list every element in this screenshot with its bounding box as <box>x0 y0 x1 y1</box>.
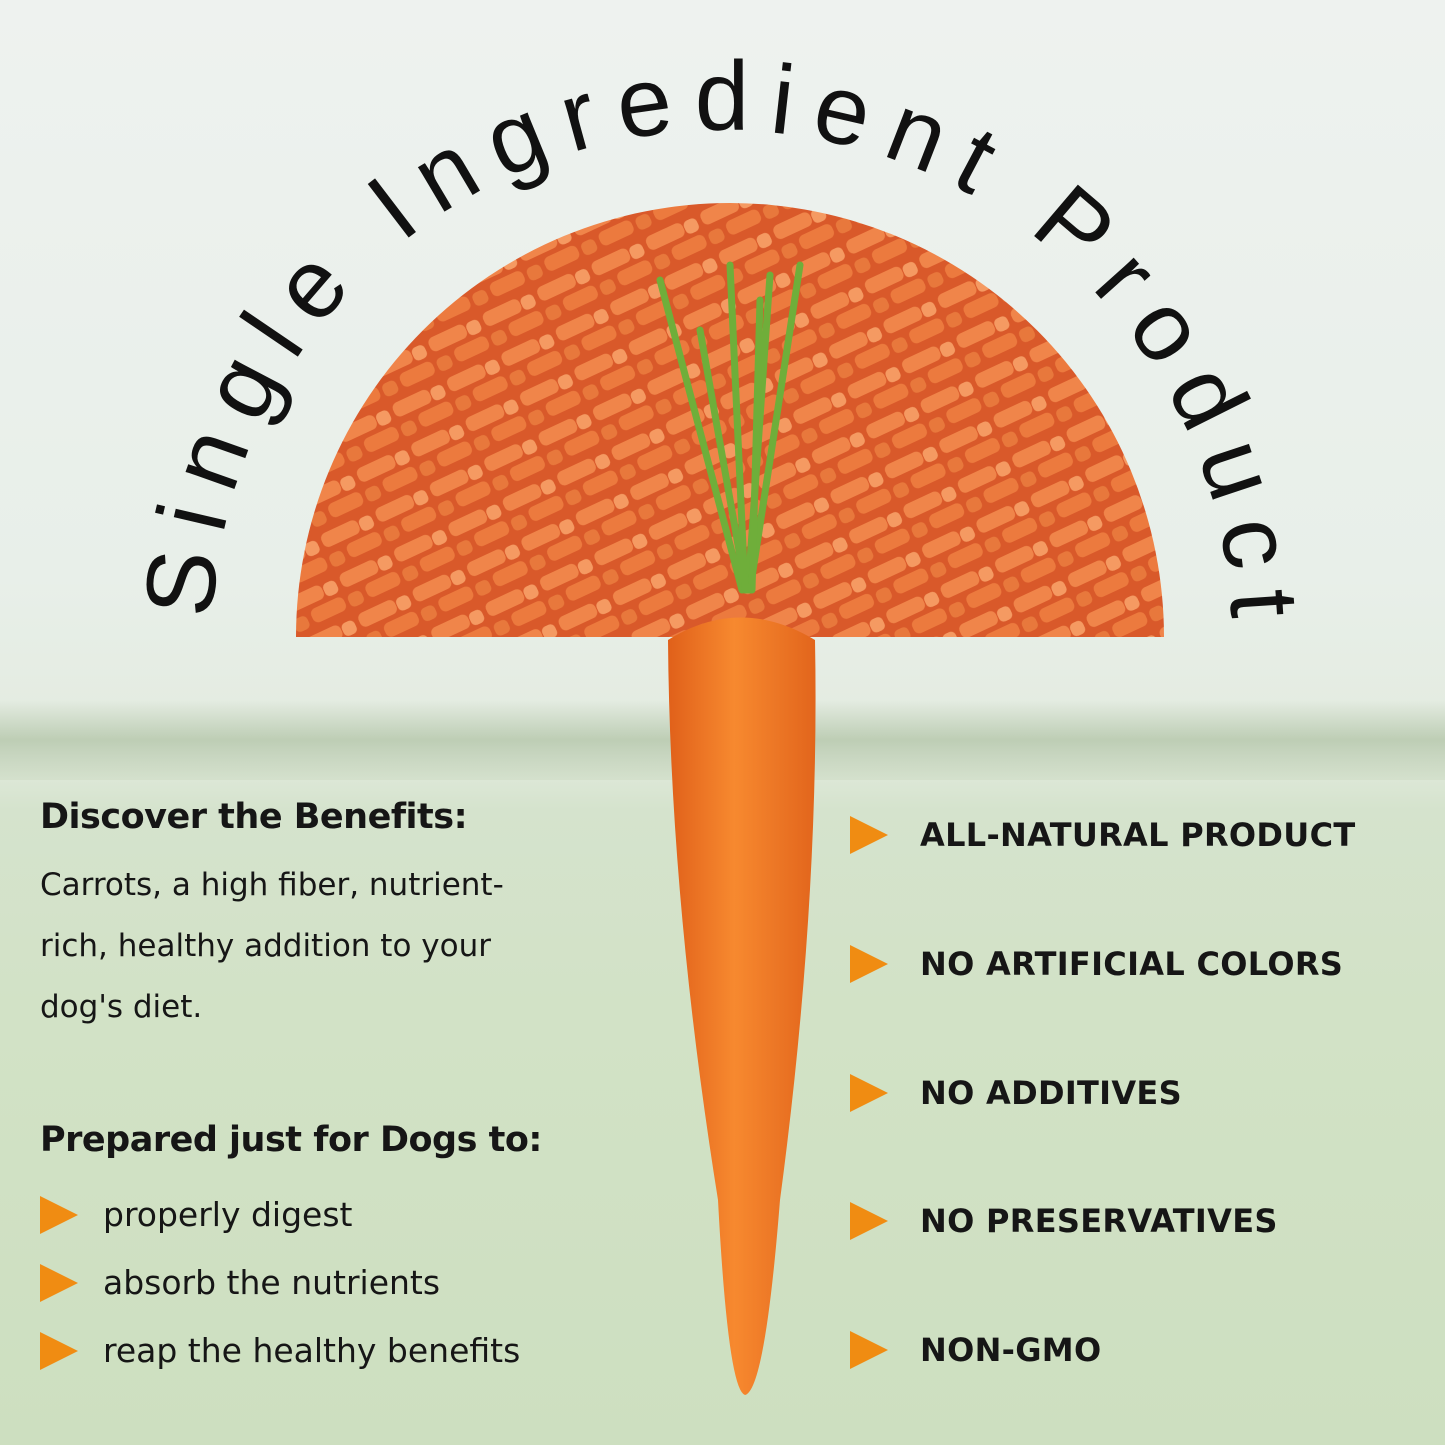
feature-label: NO ADDITIVES <box>920 1074 1182 1112</box>
orange-arrow-icon <box>40 1263 78 1302</box>
carrot <box>668 617 816 1395</box>
prepared-item-label: reap the healthy benefits <box>103 1331 521 1370</box>
orange-arrow-icon <box>850 1202 888 1240</box>
prepared-heading: Prepared just for Dogs to: <box>40 1120 542 1160</box>
prepared-item: reap the healthy benefits <box>40 1331 520 1370</box>
feature-item: ALL-NATURAL PRODUCT <box>850 816 1356 854</box>
benefits-heading: Discover the Benefits: <box>40 797 468 837</box>
benefits-text: Carrots, a high fiber, nutrient- rich, h… <box>40 855 660 1038</box>
orange-arrow-icon <box>850 1331 888 1369</box>
prepared-item: absorb the nutrients <box>40 1263 440 1302</box>
benefits-line: Carrots, a high fiber, nutrient- <box>40 867 504 903</box>
feature-label: NO PRESERVATIVES <box>920 1202 1278 1240</box>
feature-item: NO ADDITIVES <box>850 1074 1182 1112</box>
orange-arrow-icon <box>40 1195 78 1234</box>
feature-item: NON-GMO <box>850 1331 1101 1369</box>
prepared-item-label: properly digest <box>103 1195 353 1234</box>
prepared-item-label: absorb the nutrients <box>103 1263 441 1302</box>
orange-arrow-icon <box>40 1331 78 1370</box>
prepared-item: properly digest <box>40 1195 352 1234</box>
feature-label: NO ARTIFICIAL COLORS <box>920 945 1344 983</box>
orange-arrow-icon <box>850 1074 888 1112</box>
feature-item: NO ARTIFICIAL COLORS <box>850 945 1343 983</box>
pellets-half-disc <box>296 203 1164 637</box>
carrot-greens <box>656 261 804 594</box>
orange-arrow-icon <box>850 816 888 854</box>
orange-arrow-icon <box>850 945 888 983</box>
benefits-line: dog's diet. <box>40 989 203 1025</box>
benefits-line: rich, healthy addition to your <box>40 928 491 964</box>
feature-label: ALL-NATURAL PRODUCT <box>920 816 1356 854</box>
feature-item: NO PRESERVATIVES <box>850 1202 1278 1240</box>
feature-label: NON-GMO <box>920 1331 1102 1369</box>
